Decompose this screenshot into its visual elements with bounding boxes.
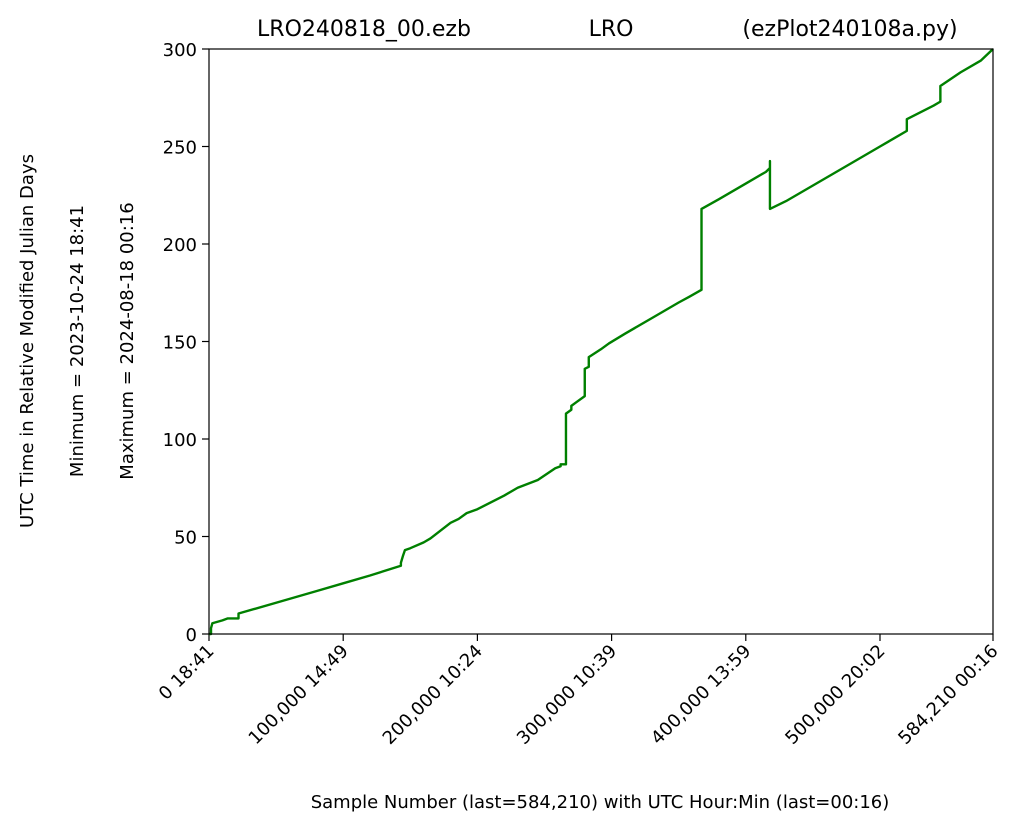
title-center: LRO bbox=[589, 17, 634, 42]
x-tick-label: 300,000 10:39 bbox=[513, 641, 621, 749]
y-tick-label: 200 bbox=[163, 235, 197, 256]
y-tick-label: 50 bbox=[174, 528, 197, 549]
y-tick-label: 150 bbox=[163, 333, 197, 354]
y-axis-min-label: Minimum = 2023-10-24 18:41 bbox=[67, 205, 88, 477]
x-tick-label: 200,000 10:24 bbox=[379, 641, 487, 749]
y-axis-label: UTC Time in Relative Modified Julian Day… bbox=[17, 154, 38, 528]
tick-layer: 0 50 100 150 200 250 300 0 18:41 100,000 14:49 20… bbox=[155, 40, 1003, 749]
series-layer bbox=[209, 48, 994, 636]
x-tick-label: 584,210 00:16 bbox=[894, 641, 1002, 749]
y-tick-label: 250 bbox=[163, 138, 197, 159]
x-tick-label: 500,000 20:02 bbox=[781, 641, 889, 749]
x-tick-label: 100,000 14:49 bbox=[245, 641, 353, 749]
title-right: (ezPlot240108a.py) bbox=[742, 17, 957, 42]
x-tick-label: 400,000 13:59 bbox=[647, 641, 755, 749]
x-axis-label: Sample Number (last=584,210) with UTC Ho… bbox=[311, 792, 890, 813]
title-left: LRO240818_00.ezb bbox=[257, 17, 471, 42]
series-line bbox=[209, 48, 994, 636]
y-axis-max-label: Maximum = 2024-08-18 00:16 bbox=[117, 202, 138, 479]
y-tick-label: 300 bbox=[163, 40, 197, 61]
y-tick-label: 0 bbox=[186, 625, 197, 646]
plot-frame bbox=[208, 48, 994, 635]
y-tick-label: 100 bbox=[163, 430, 197, 451]
x-tick-label: 0 18:41 bbox=[155, 641, 219, 705]
